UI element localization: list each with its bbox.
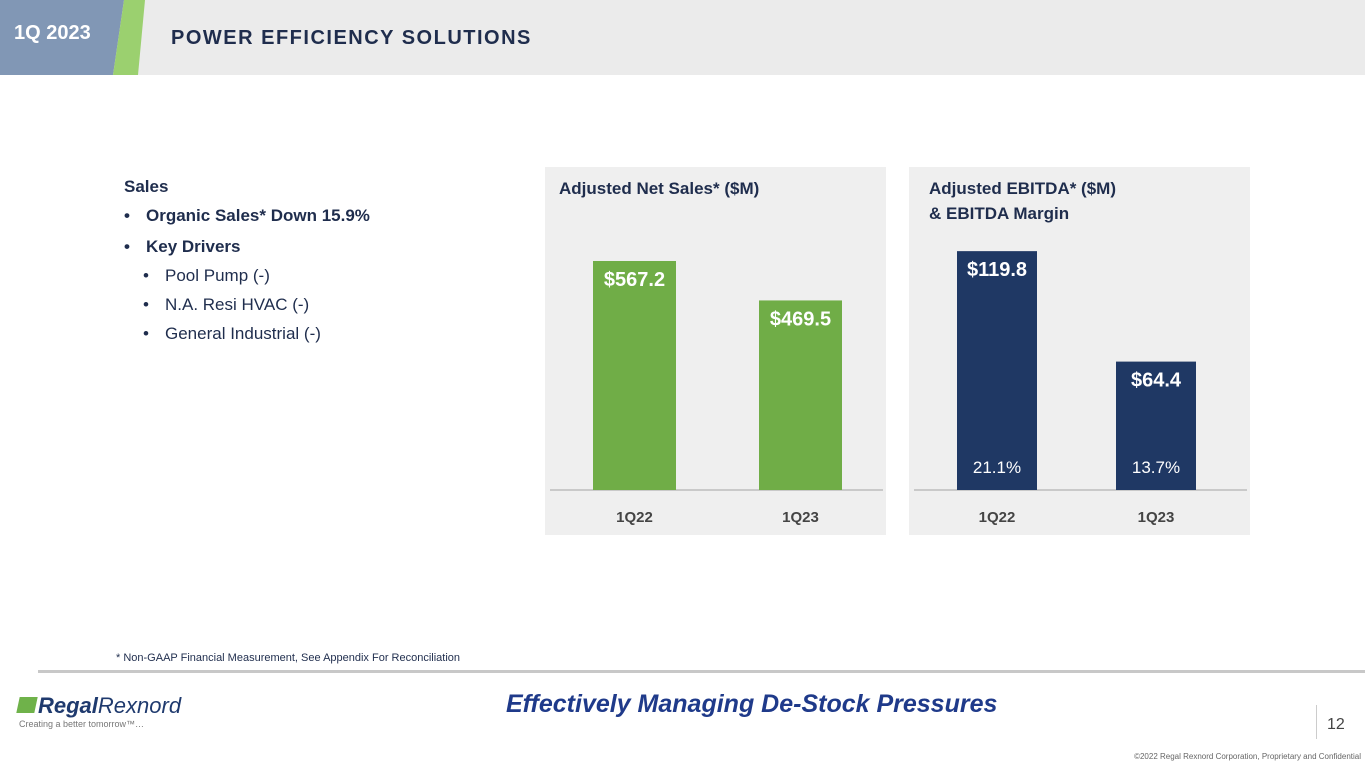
page-number: 12 bbox=[1316, 705, 1345, 739]
chart-title-line1: Adjusted EBITDA* ($M) bbox=[929, 179, 1116, 198]
x-tick-label: 1Q22 bbox=[616, 509, 653, 526]
sub-bullet: • General Industrial (-) bbox=[143, 324, 321, 344]
copyright: ©2022 Regal Rexnord Corporation, Proprie… bbox=[1134, 752, 1361, 761]
margin-label: 13.7% bbox=[1132, 458, 1180, 477]
bullet-text: Pool Pump (-) bbox=[165, 266, 270, 285]
bar-1Q22 bbox=[957, 251, 1037, 490]
bullet-organic-sales: • Organic Sales* Down 15.9% bbox=[124, 206, 370, 226]
bullet-text: Organic Sales* Down 15.9% bbox=[146, 206, 370, 225]
bullet-text: Key Drivers bbox=[146, 237, 241, 256]
footnote: * Non-GAAP Financial Measurement, See Ap… bbox=[116, 652, 461, 664]
chart-title: Adjusted Net Sales* ($M) bbox=[559, 179, 760, 198]
slide-tagline: Effectively Managing De-Stock Pressures bbox=[506, 690, 998, 718]
bullet-icon: • bbox=[143, 295, 149, 314]
footer-divider bbox=[38, 670, 1365, 673]
margin-label: 21.1% bbox=[973, 458, 1021, 477]
bar-value-label: $469.5 bbox=[770, 308, 831, 330]
sub-bullet: • N.A. Resi HVAC (-) bbox=[143, 295, 309, 315]
x-tick-label: 1Q23 bbox=[1138, 509, 1175, 526]
bar-1Q23 bbox=[1116, 361, 1196, 490]
bar-value-label: $64.4 bbox=[1131, 370, 1182, 392]
logo-rest: Rexnord bbox=[97, 693, 182, 718]
bullet-icon: • bbox=[143, 266, 149, 285]
x-tick-label: 1Q22 bbox=[979, 509, 1016, 526]
chart-title: Adjusted EBITDA* ($M) & EBITDA Margin bbox=[929, 176, 1116, 226]
period-label: 1Q 2023 bbox=[14, 22, 91, 44]
ebitda-chart: $119.8 21.1% 1Q22 $64.4 13.7% 1Q23 Adjusted E… bbox=[909, 167, 1250, 535]
sub-bullet: • Pool Pump (-) bbox=[143, 266, 270, 286]
logo-mark-icon bbox=[16, 697, 38, 713]
net-sales-chart: $567.2 1Q22 $469.5 1Q23 Adjusted Net Sales*… bbox=[545, 167, 886, 535]
bullet-text: N.A. Resi HVAC (-) bbox=[165, 295, 310, 314]
chart-title-line2: & EBITDA Margin bbox=[929, 204, 1070, 223]
ebitda-chart-svg: $119.8 21.1% 1Q22 $64.4 13.7% 1Q23 bbox=[914, 251, 1247, 526]
header-bar bbox=[0, 0, 1365, 75]
header-accent-blue bbox=[0, 0, 124, 75]
bar-1Q22 bbox=[593, 260, 676, 490]
bar-1Q23 bbox=[759, 300, 842, 490]
bullet-icon: • bbox=[124, 237, 130, 256]
bullet-icon: • bbox=[143, 324, 149, 343]
bar-value-label: $567.2 bbox=[604, 269, 665, 291]
bullet-icon: • bbox=[124, 206, 130, 225]
bullet-text: General Industrial (-) bbox=[165, 324, 321, 343]
sales-heading: Sales bbox=[124, 177, 169, 196]
bullet-key-drivers: • Key Drivers bbox=[124, 237, 241, 257]
net-sales-chart-svg: $567.2 1Q22 $469.5 1Q23 bbox=[550, 260, 883, 526]
logo-bold: Regal bbox=[38, 693, 98, 718]
company-logo: RegalRexnord bbox=[16, 693, 182, 719]
page-title: POWER EFFICIENCY SOLUTIONS bbox=[171, 27, 532, 49]
bar-value-label: $119.8 bbox=[967, 259, 1027, 281]
x-tick-label: 1Q23 bbox=[782, 509, 819, 526]
logo-tagline: Creating a better tomorrow™… bbox=[19, 719, 145, 729]
